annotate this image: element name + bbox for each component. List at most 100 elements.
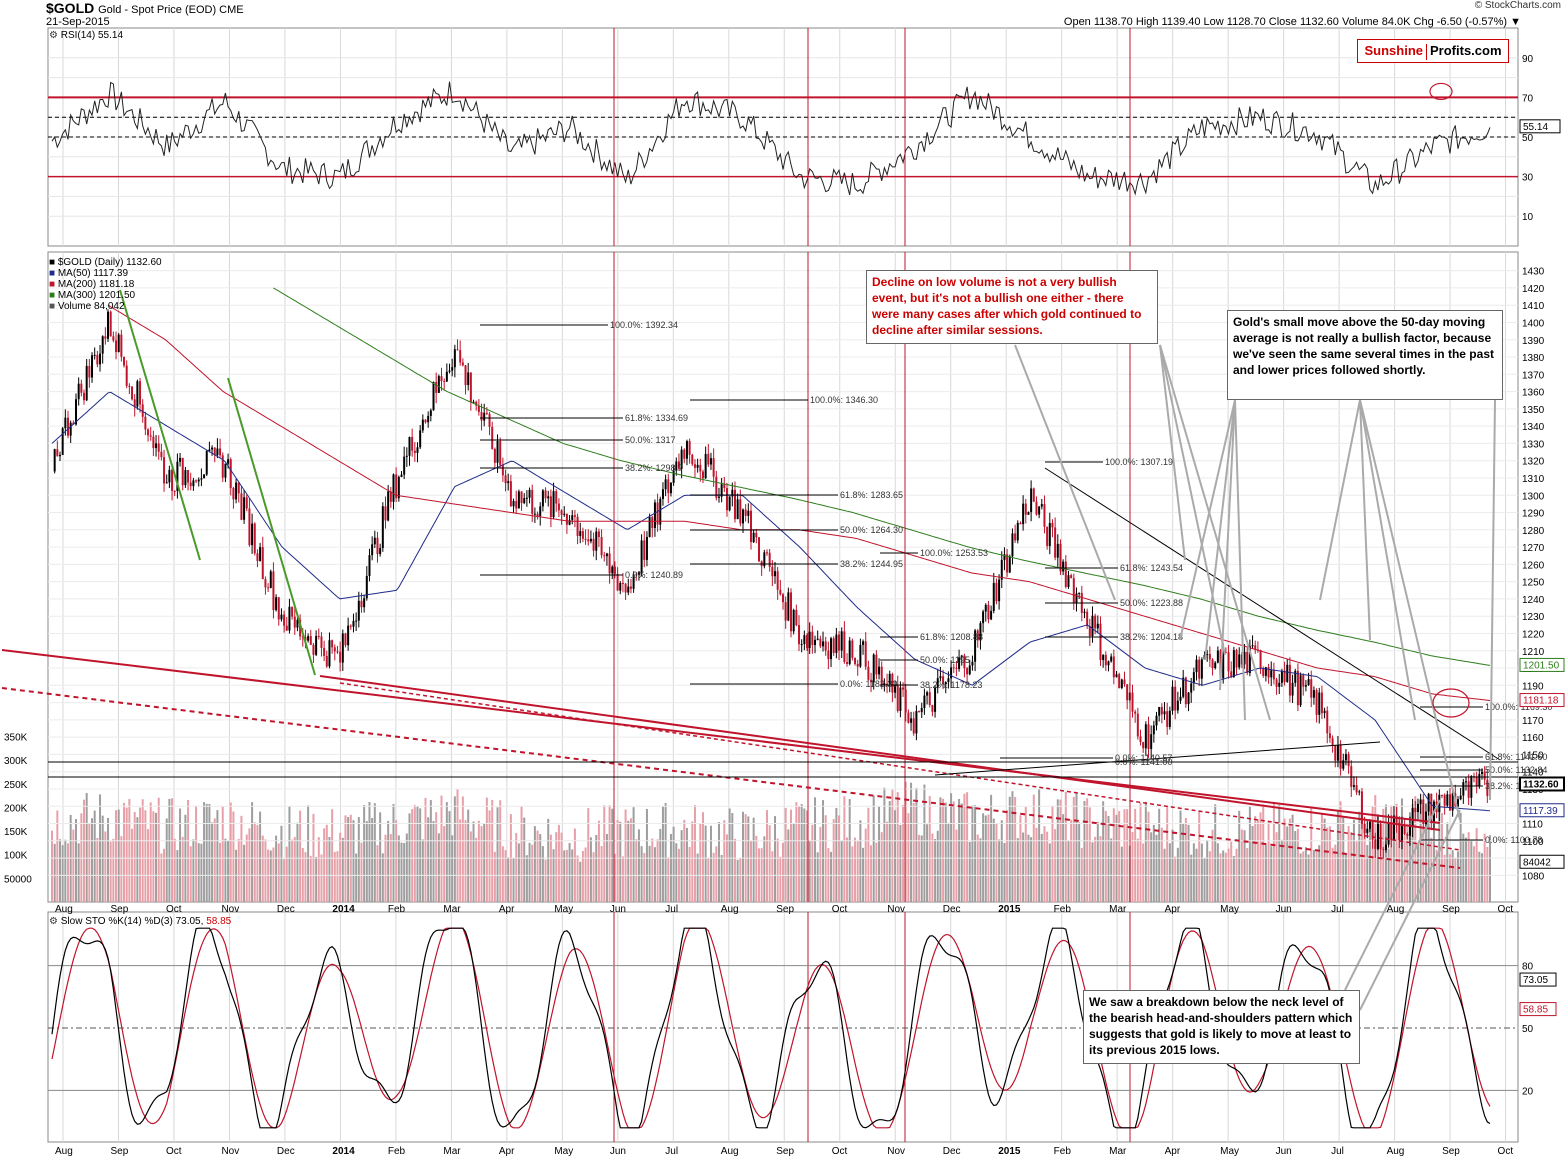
- volume-bar: [1443, 854, 1446, 902]
- candle-body: [1006, 554, 1009, 573]
- candle-body: [669, 482, 672, 494]
- candle-body: [811, 631, 814, 646]
- volume-bar: [1040, 833, 1043, 902]
- volume-bar: [339, 832, 342, 902]
- candle-body: [515, 500, 518, 509]
- candle-body: [736, 499, 739, 520]
- volume-bar: [1489, 835, 1491, 902]
- candle-body: [1262, 668, 1265, 676]
- candle-body: [928, 692, 931, 706]
- candle-body: [472, 401, 475, 403]
- volume-bar: [1254, 815, 1257, 902]
- candle-body: [640, 540, 643, 573]
- volume-bar: [549, 834, 552, 902]
- sto-label-text: Slow STO %K(14) %D(3) 73.05,: [60, 916, 204, 927]
- candle-body: [1158, 707, 1161, 716]
- volume-bar: [1259, 812, 1262, 902]
- volume-bar: [141, 799, 144, 902]
- volume-bar: [867, 807, 870, 902]
- volume-bar: [200, 843, 203, 902]
- volume-bar: [1456, 851, 1459, 902]
- candle-body: [168, 469, 171, 483]
- candle-body: [99, 353, 102, 365]
- volume-bar: [733, 838, 736, 902]
- candle-body: [547, 496, 550, 499]
- candle-body: [1230, 671, 1233, 678]
- candle-body: [1470, 776, 1473, 798]
- price-tick-label: 1260: [1522, 560, 1545, 571]
- volume-bar: [883, 787, 886, 902]
- candle-body: [256, 553, 259, 561]
- sto-d-tag-text: 58.85: [1523, 1005, 1548, 1016]
- x-axis-label: Jun: [1276, 904, 1292, 915]
- candle-body: [1014, 533, 1017, 541]
- candle-body: [944, 682, 947, 685]
- volume-bar: [1094, 836, 1097, 902]
- candle-body: [803, 635, 806, 645]
- volume-bar: [1000, 820, 1003, 902]
- candle-body: [133, 399, 136, 407]
- candle-body: [349, 625, 352, 627]
- volume-bar: [749, 841, 752, 902]
- volume-bar: [1104, 811, 1107, 902]
- candle-body: [1358, 791, 1361, 793]
- volume-bar: [1075, 792, 1078, 902]
- volume-bar: [1358, 811, 1361, 902]
- x-axis-label: Sep: [110, 904, 128, 915]
- volume-bar: [768, 825, 771, 902]
- candle-body: [1291, 682, 1294, 696]
- volume-bar: [803, 808, 806, 902]
- volume-bar: [1150, 832, 1153, 902]
- candle-body: [875, 654, 878, 675]
- volume-bar: [1310, 807, 1313, 902]
- candle-body: [731, 489, 734, 497]
- candle-body: [1038, 506, 1041, 515]
- candle-body: [1368, 821, 1371, 829]
- candle-body: [664, 479, 667, 490]
- candle-body: [523, 498, 526, 504]
- volume-bar: [643, 852, 646, 902]
- candle-body: [1323, 710, 1326, 714]
- volume-bar: [579, 861, 582, 902]
- volume-bar: [485, 797, 488, 902]
- candle-body: [307, 636, 310, 641]
- candle-body: [557, 503, 560, 511]
- volume-bar: [1432, 808, 1435, 902]
- candle-body: [275, 597, 278, 611]
- volume-bar: [1027, 834, 1030, 902]
- volume-bar: [576, 855, 579, 902]
- volume-bar: [573, 828, 576, 902]
- candle-body: [1160, 707, 1163, 715]
- candle-body: [1264, 667, 1267, 676]
- volume-bar: [1256, 819, 1259, 902]
- sto-label: ⚙ Slow STO %K(14) %D(3) 73.05, 58.85: [49, 916, 232, 927]
- volume-bar: [443, 826, 446, 902]
- volume-bar: [731, 813, 734, 902]
- volume-bar: [381, 853, 384, 902]
- candle-body: [1462, 782, 1465, 796]
- volume-bar: [216, 810, 219, 902]
- volume-bar: [77, 843, 80, 902]
- volume-bar: [363, 804, 366, 902]
- sunshine-profits-logo[interactable]: Sunshine Profits.com: [1357, 39, 1509, 63]
- candle-body: [1259, 650, 1262, 669]
- price-tick-label: 1380: [1522, 353, 1545, 364]
- candle-body: [296, 619, 299, 628]
- volume-bar: [1190, 854, 1193, 902]
- candle-body: [1083, 611, 1086, 613]
- candle-body: [1227, 652, 1230, 672]
- candle-body: [315, 635, 318, 655]
- volume-bar: [117, 809, 120, 902]
- fib-level-label: 50.0%: 1317: [625, 435, 676, 445]
- volume-bar: [496, 807, 499, 902]
- candle-body: [971, 661, 974, 666]
- volume-bar: [413, 804, 416, 902]
- candle-body: [1403, 825, 1406, 835]
- candle-body: [1016, 523, 1019, 541]
- candle-body: [400, 474, 403, 477]
- candle-body: [1078, 592, 1081, 594]
- candle-body: [755, 532, 758, 538]
- volume-bar: [936, 830, 939, 902]
- candle-body: [720, 484, 723, 497]
- volume-bar: [958, 798, 961, 902]
